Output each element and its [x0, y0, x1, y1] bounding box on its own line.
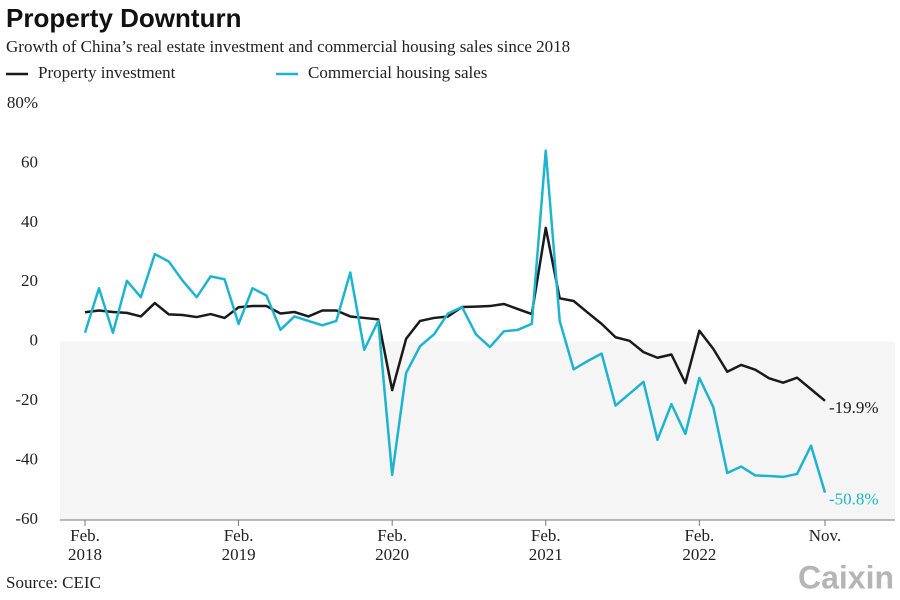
series-line [83, 149, 827, 494]
x-tick-label: Nov. [808, 526, 842, 545]
legend-label: Commercial housing sales [308, 63, 487, 82]
source: Source: CEIC [6, 573, 101, 592]
y-tick-label: 80% [7, 93, 38, 112]
y-tick-label: 40 [21, 212, 38, 231]
chart-subtitle: Growth of China’s real estate investment… [6, 37, 570, 56]
y-tick-label: -40 [15, 449, 38, 468]
chart-title: Property Downturn [6, 3, 241, 33]
y-tick-label: 0 [30, 331, 39, 350]
legend-label: Property investment [38, 63, 176, 82]
end-label: -50.8% [829, 490, 879, 509]
y-tick-label: 60 [21, 152, 38, 171]
x-tick-label: Feb. 2020 [375, 526, 410, 564]
negative-area [60, 341, 895, 520]
y-tick-label: -20 [15, 390, 38, 409]
x-tick-label: Feb. 2022 [682, 526, 717, 564]
x-tick-label: Feb. 2021 [528, 526, 563, 564]
x-tick-label: Feb. 2018 [68, 526, 102, 564]
x-tick-label: Feb. 2019 [221, 526, 256, 564]
y-tick-label: 20 [21, 271, 38, 290]
series-line [84, 226, 826, 402]
end-label: -19.9% [829, 398, 879, 417]
logo: Caixin [798, 559, 894, 595]
y-tick-label: -60 [15, 509, 38, 528]
